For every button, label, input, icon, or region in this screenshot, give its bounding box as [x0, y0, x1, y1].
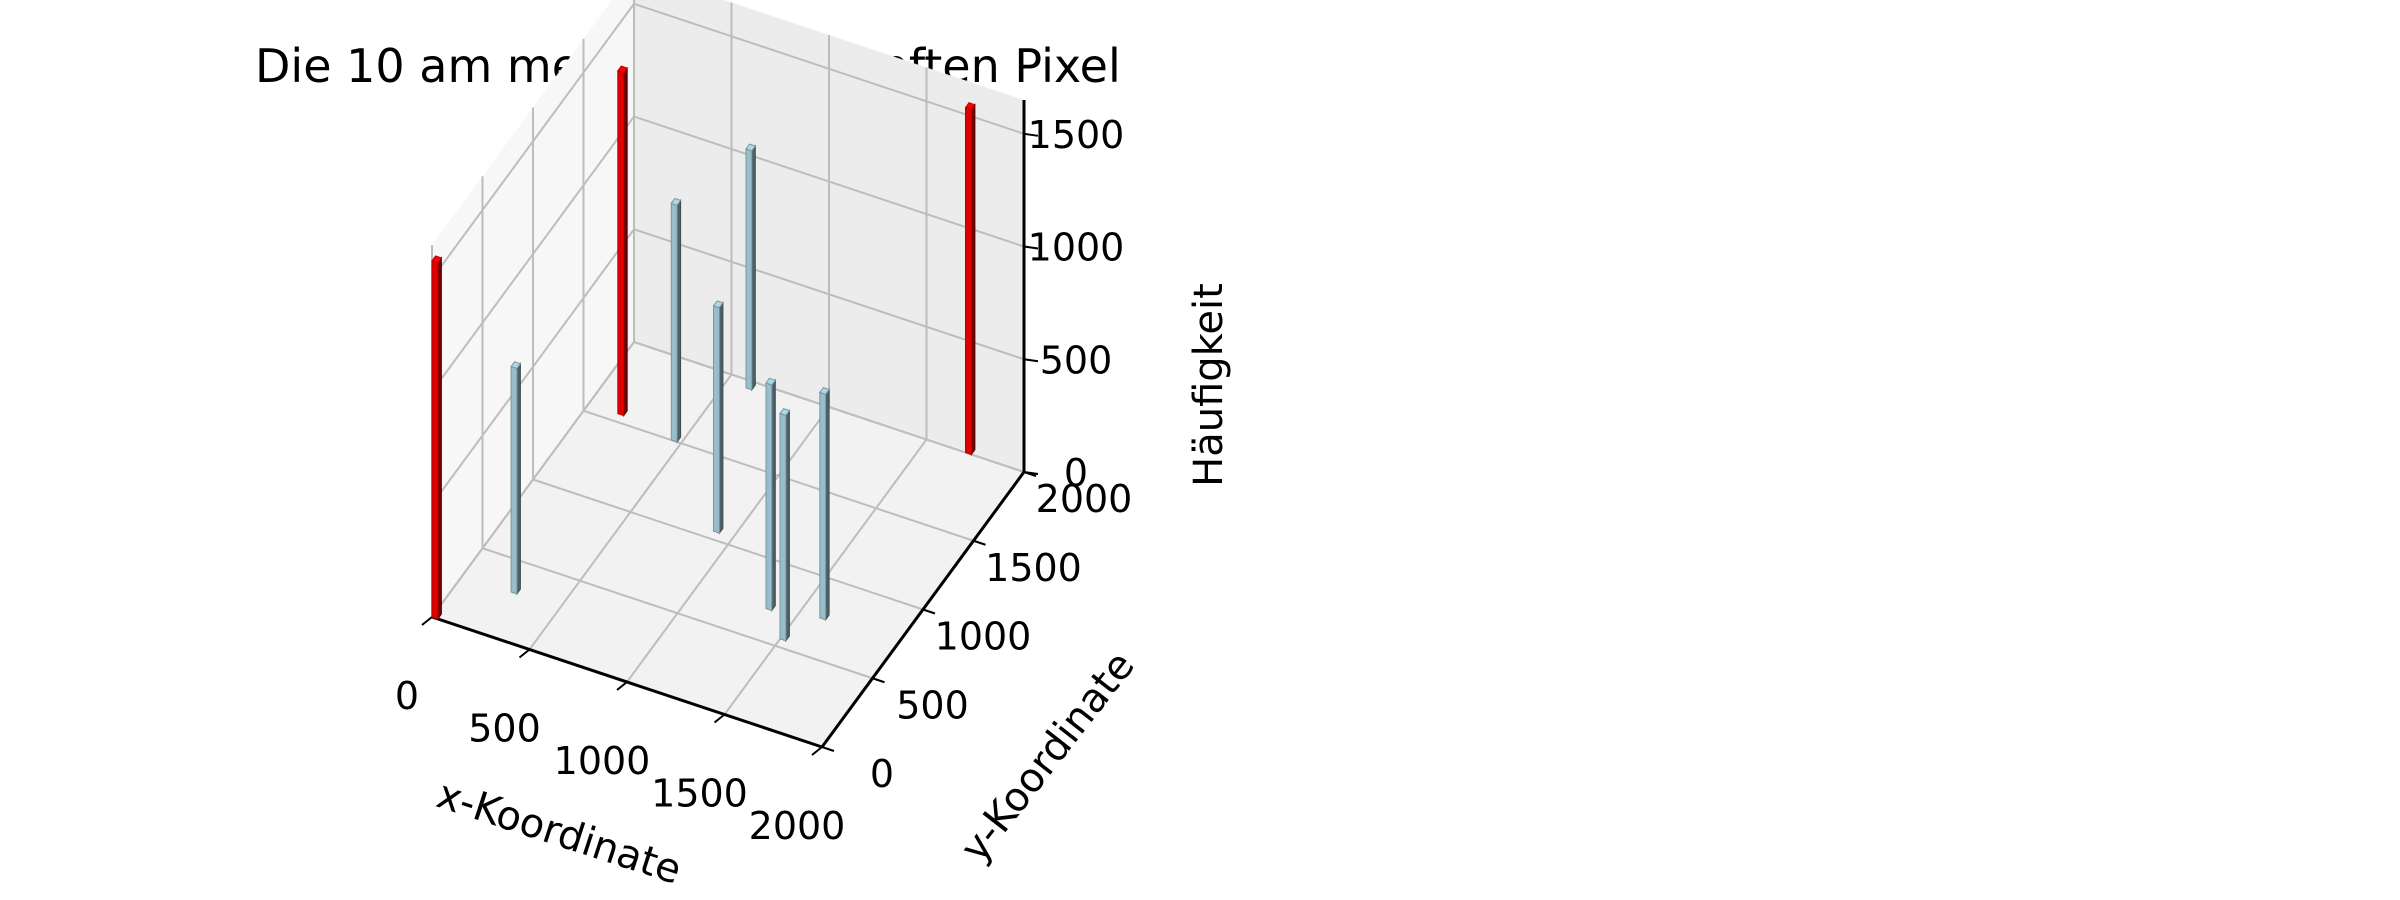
z-tick: [1023, 471, 1039, 475]
x-tick: [713, 713, 726, 724]
grid-line: [482, 547, 873, 680]
y-tick: [872, 677, 885, 684]
bar-top-face: [616, 65, 629, 74]
axis-lines: [421, 100, 1039, 756]
z-tick-label: 500: [1040, 338, 1113, 382]
grid-line: [633, 2, 1025, 135]
bar: [670, 197, 682, 444]
bar-top-face: [964, 102, 976, 111]
x-tick: [616, 681, 628, 691]
y-tick: [973, 539, 986, 546]
grid-line: [431, 341, 635, 618]
bar-top-face: [779, 408, 791, 416]
bar-side-face: [751, 144, 756, 392]
bar: [818, 387, 830, 622]
bar-front-face: [510, 365, 518, 595]
bar-side-face: [970, 103, 976, 457]
x-tick: [518, 648, 531, 659]
bar-side-face: [785, 409, 790, 643]
bar-front-face: [779, 412, 787, 642]
z-axis-label: Häufigkeit: [1186, 283, 1232, 487]
y-tick-label: 1000: [935, 615, 1032, 659]
z-tick-label: 1000: [1028, 226, 1125, 270]
z-tick: [1023, 132, 1039, 137]
bar: [510, 361, 522, 596]
bar-front-face: [765, 382, 773, 612]
x-tick-label: 500: [468, 707, 541, 751]
x-tick-label: 0: [395, 674, 419, 718]
bar-side-face: [437, 256, 442, 621]
bar-top-face: [431, 255, 443, 264]
z-tick: [1023, 245, 1039, 250]
y-tick-label: 2000: [1036, 477, 1133, 521]
bar-front-face: [670, 202, 678, 443]
bar-highlight: [616, 65, 629, 418]
bar-top-face: [712, 300, 724, 309]
bar-side-face: [676, 198, 682, 444]
bar-highlight: [431, 255, 443, 621]
bar-front-face: [713, 305, 720, 534]
bar-highlight: [964, 102, 976, 457]
grid-line: [583, 409, 974, 542]
bar-top-face: [765, 377, 777, 386]
y-tick: [821, 746, 835, 752]
bars: [431, 65, 976, 643]
z-tick-label: 1500: [1028, 113, 1125, 157]
grid-line: [431, 228, 635, 505]
y-tick-label: 500: [896, 683, 969, 727]
bar-front-face: [819, 391, 827, 621]
grid-line: [633, 115, 1025, 248]
bar-top-face: [510, 361, 522, 370]
x-tick: [811, 746, 823, 756]
bar-front-face: [745, 148, 753, 391]
bar: [712, 300, 724, 535]
x-tick: [421, 616, 433, 626]
y-tick-label: 0: [870, 752, 894, 796]
bar-side-face: [771, 378, 776, 613]
grid-line: [532, 478, 924, 611]
grid-line: [431, 3, 635, 280]
y-axis-label: y-Koordinate: [952, 643, 1144, 871]
bar-side-face: [718, 301, 724, 535]
z-tick: [1023, 358, 1039, 363]
y-tick: [922, 608, 936, 615]
x-axis-label: x-Koordinate: [431, 772, 687, 894]
z-tick-label: 0: [1064, 451, 1088, 495]
bar: [765, 377, 777, 613]
grid-line: [431, 115, 635, 393]
x-tick-label: 1000: [554, 739, 651, 783]
bar-side-face: [623, 66, 628, 418]
x-tick-label: 1500: [651, 772, 748, 816]
bar-front-face: [617, 70, 625, 417]
bar-front-face: [965, 106, 972, 456]
bar: [779, 408, 791, 643]
bar-top-face: [670, 197, 682, 206]
bar-front-face: [431, 260, 439, 620]
tick-labels: 0500100015002000050010001500200005001000…: [395, 113, 1132, 848]
x-tick-label: 2000: [749, 804, 846, 848]
y-tick-label: 1500: [985, 546, 1082, 590]
bar-top-face: [818, 387, 830, 395]
bar: [745, 143, 757, 392]
bar-side-face: [825, 388, 830, 622]
bar-side-face: [516, 362, 521, 596]
bar-top-face: [745, 143, 757, 152]
grid-line: [633, 228, 1025, 361]
